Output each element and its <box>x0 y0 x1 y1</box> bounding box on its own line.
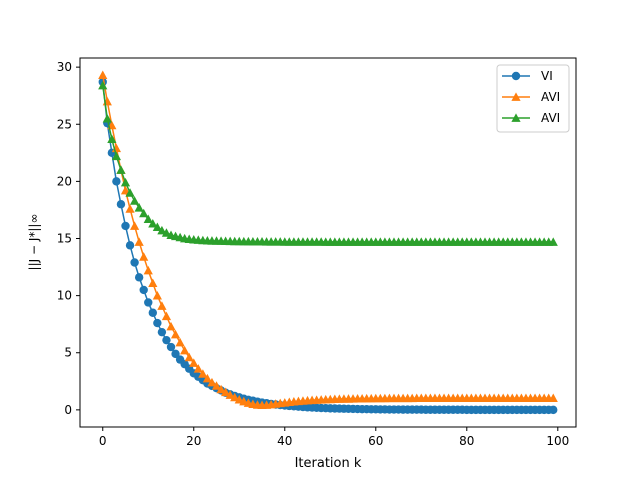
data-point <box>139 285 148 295</box>
data-point <box>112 177 121 186</box>
x-axis-label: Iteration k <box>295 456 362 471</box>
data-point <box>161 228 172 237</box>
data-point <box>116 165 126 174</box>
y-tick-label: 5 <box>64 346 72 360</box>
data-point <box>125 241 135 250</box>
legend-label: AVI <box>541 111 560 125</box>
data-point <box>157 301 167 310</box>
data-point <box>125 188 135 197</box>
y-axis-ticks: 0 5 10 15 20 25 30 <box>57 60 80 417</box>
legend-swatch-marker <box>511 113 521 122</box>
data-point <box>98 70 108 80</box>
data-point <box>175 337 185 347</box>
x-tick-label: 80 <box>459 434 474 448</box>
x-tick-label: 0 <box>99 434 107 448</box>
data-point <box>148 308 158 317</box>
data-point <box>170 329 181 339</box>
data-point <box>152 291 162 300</box>
data-point <box>143 265 153 275</box>
data-point <box>134 237 144 246</box>
y-tick-label: 10 <box>57 289 72 303</box>
data-point <box>98 80 108 90</box>
x-tick-label: 40 <box>277 434 292 448</box>
legend: VI AVI AVI <box>496 64 570 133</box>
y-tick-label: 15 <box>57 232 72 246</box>
data-point <box>143 214 153 223</box>
data-point <box>139 252 149 261</box>
plot-frame <box>79 57 577 428</box>
data-point <box>116 200 126 209</box>
series-3 <box>98 80 558 246</box>
data-point <box>130 258 139 267</box>
data-point <box>125 204 135 213</box>
data-point <box>139 208 149 218</box>
data-point <box>161 311 172 321</box>
y-tick-label: 30 <box>57 60 72 74</box>
legend-item: AVI <box>502 111 560 125</box>
data-point <box>189 358 199 367</box>
data-point <box>548 393 558 403</box>
series-layer <box>98 70 558 415</box>
data-point <box>216 384 226 394</box>
series-1 <box>98 77 558 415</box>
data-point <box>111 151 122 161</box>
x-tick-label: 20 <box>186 434 201 448</box>
data-point <box>120 177 131 187</box>
legend-item: AVI <box>502 90 560 104</box>
x-tick-label: 100 <box>546 434 569 448</box>
legend-item: VI <box>502 69 553 83</box>
data-point <box>153 318 162 328</box>
data-point <box>207 377 217 387</box>
data-point <box>180 345 190 355</box>
data-point <box>221 387 231 397</box>
data-point <box>171 349 180 359</box>
data-point <box>130 196 140 205</box>
data-point <box>166 342 176 352</box>
data-point <box>107 134 117 144</box>
data-point <box>211 381 222 390</box>
series-line <box>102 81 554 411</box>
data-point <box>202 373 213 383</box>
data-point <box>152 222 162 231</box>
data-point <box>184 352 194 362</box>
y-tick-label: 0 <box>64 403 72 417</box>
data-point <box>193 364 203 373</box>
data-point <box>144 298 153 307</box>
series-line <box>102 85 554 243</box>
y-axis-label: ||J − J*||∞ <box>27 214 41 271</box>
legend-label: AVI <box>541 90 560 104</box>
legend-label: VI <box>541 69 553 83</box>
data-point <box>148 219 158 228</box>
data-point <box>549 405 558 415</box>
data-point <box>157 327 167 337</box>
data-point <box>134 273 144 282</box>
data-point <box>102 113 112 123</box>
data-point <box>230 392 240 402</box>
data-point <box>121 221 130 231</box>
data-point <box>162 335 171 345</box>
y-tick-label: 20 <box>57 174 72 188</box>
data-point <box>130 221 140 230</box>
data-point <box>225 390 235 399</box>
legend-swatch-marker <box>511 71 521 81</box>
x-tick-label: 60 <box>368 434 383 448</box>
data-point <box>120 185 131 195</box>
data-point <box>134 203 144 212</box>
data-point <box>157 225 167 235</box>
data-point <box>198 369 208 378</box>
data-point <box>548 237 558 246</box>
legend-swatch-marker <box>511 92 521 101</box>
data-point <box>166 321 176 331</box>
data-point <box>148 278 158 287</box>
y-tick-label: 25 <box>57 117 72 131</box>
x-axis-ticks: 0 20 40 60 80 100 <box>99 427 569 448</box>
